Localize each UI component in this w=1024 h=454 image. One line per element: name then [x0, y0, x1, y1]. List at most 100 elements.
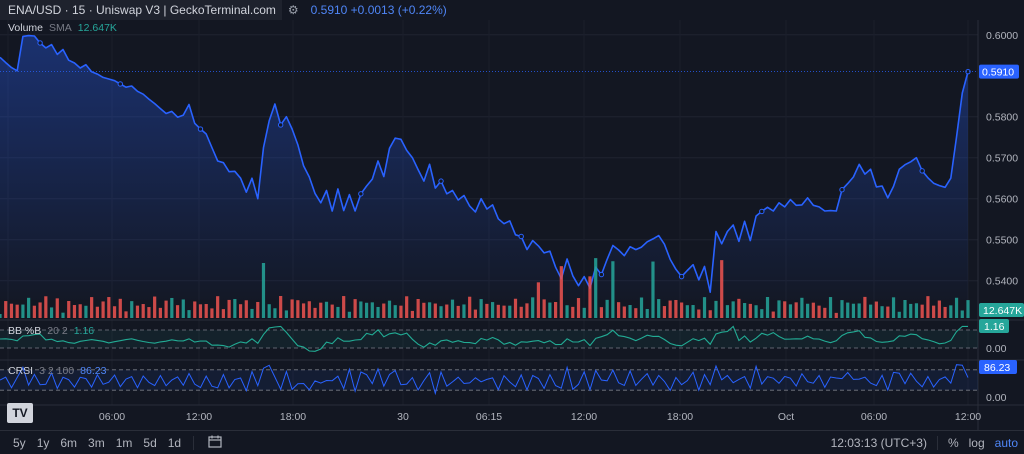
- log-toggle[interactable]: log: [968, 435, 985, 450]
- volume-bar: [571, 306, 575, 318]
- volume-bar: [720, 260, 724, 318]
- volume-bar: [107, 297, 111, 318]
- range-3m[interactable]: 3m: [88, 435, 105, 450]
- bb-tag: [979, 319, 1009, 333]
- bb-line: [0, 325, 968, 352]
- volume-bar: [359, 301, 363, 318]
- clock-readout: 12:03:13 (UTC+3): [830, 435, 927, 450]
- range-1y[interactable]: 1y: [36, 435, 50, 450]
- volume-bar: [891, 297, 896, 318]
- volume-bar: [531, 297, 535, 318]
- time-tick-label: 12:00: [571, 411, 597, 423]
- volume-bar: [594, 258, 598, 318]
- time-tick-label: 06:00: [861, 411, 887, 423]
- crsi-last-label: 86.23: [984, 362, 1010, 374]
- volume-bar: [874, 301, 878, 318]
- volume-bar: [811, 302, 815, 318]
- toolbar-divider-right: [936, 435, 938, 450]
- volume-bar: [353, 299, 357, 318]
- price-chart[interactable]: 0.6000 0.5800 0.5700 0.5600 0.5500 0.5400 0.59…: [0, 0, 1024, 430]
- volume-bar: [903, 300, 907, 318]
- volume-bar: [508, 305, 512, 318]
- volume-label: Volume: [8, 22, 44, 34]
- volume-bar: [748, 303, 752, 318]
- price-point: [919, 168, 925, 174]
- volume-bar: [101, 301, 105, 318]
- volume-bar: [553, 302, 558, 318]
- volume-bar: [399, 305, 403, 318]
- symbol-title[interactable]: ENA/USD · 15 · Uniswap V3 | GeckoTermina…: [0, 0, 282, 20]
- volume-bar: [823, 307, 827, 318]
- volume-bar: [880, 306, 884, 318]
- volume-bar: [914, 303, 919, 318]
- range-5d[interactable]: 5d: [143, 435, 157, 450]
- volume-bar: [370, 302, 374, 318]
- volume-bar: [851, 303, 856, 318]
- range-5y[interactable]: 5y: [13, 435, 26, 450]
- volume-bar: [181, 299, 185, 318]
- chart-header: ENA/USD · 15 · Uniswap V3 | GeckoTermina…: [0, 0, 447, 20]
- volume-bar: [227, 299, 231, 318]
- crsi-tag: [979, 360, 1017, 374]
- volume-bar: [55, 298, 59, 318]
- volume-bar: [828, 297, 833, 318]
- volume-bar: [765, 297, 770, 318]
- volume-bar: [170, 297, 174, 318]
- price-tick-label: 0.5500: [986, 235, 1018, 247]
- price-point: [839, 187, 845, 193]
- volume-bar: [783, 301, 787, 318]
- volume-bar: [680, 302, 684, 318]
- volume-bar: [496, 304, 500, 318]
- volume-bar: [576, 298, 581, 318]
- volume-bar: [611, 261, 615, 318]
- range-6m[interactable]: 6m: [60, 435, 78, 450]
- volume-bar: [405, 296, 409, 318]
- volume-bar: [193, 301, 197, 318]
- percent-toggle[interactable]: %: [947, 435, 959, 450]
- volume-last-label: 12.647K: [983, 305, 1022, 317]
- volume-bar: [502, 305, 506, 318]
- volume-bar: [651, 261, 655, 318]
- volume-bar: [238, 304, 243, 318]
- volume-tag: [979, 303, 1024, 317]
- volume-bar: [628, 305, 632, 318]
- price-point: [277, 122, 284, 128]
- volume-bar: [548, 302, 552, 318]
- volume-bar: [267, 304, 271, 318]
- volume-bar: [38, 302, 42, 318]
- volume-bar: [210, 308, 214, 318]
- volume-legend[interactable]: Volume SMA 12.647K: [8, 22, 117, 34]
- volume-bar: [347, 311, 351, 318]
- volume-bar: [897, 311, 901, 318]
- volume-bar: [737, 298, 741, 318]
- volume-bar: [387, 300, 392, 318]
- volume-bar: [920, 304, 924, 318]
- range-1m[interactable]: 1m: [115, 435, 133, 450]
- time-tick-label: 06:00: [99, 411, 125, 423]
- calendar-icon[interactable]: [208, 435, 222, 451]
- range-1d[interactable]: 1d: [167, 435, 182, 450]
- volume-bar: [67, 301, 71, 318]
- crsi-legend[interactable]: CRSI 3 2 100 86.23: [8, 365, 106, 377]
- volume-bar: [582, 307, 586, 318]
- volume-bar: [657, 299, 661, 318]
- price-point: [965, 68, 971, 75]
- volume-bar: [617, 302, 621, 318]
- volume-bar: [187, 310, 191, 318]
- settings-icon[interactable]: ⚙: [287, 3, 299, 17]
- time-tick-label: 12:00: [186, 411, 212, 423]
- volume-bar: [221, 309, 225, 318]
- volume-bar: [250, 308, 254, 318]
- last-price-tag: [979, 64, 1019, 79]
- volume-bar: [313, 307, 317, 318]
- volume-bar: [433, 303, 437, 318]
- volume-bar: [817, 305, 821, 318]
- auto-scale-toggle[interactable]: auto: [994, 435, 1018, 450]
- volume-bar: [731, 301, 735, 318]
- volume-bar: [605, 299, 609, 318]
- volume-bar: [513, 298, 518, 318]
- time-tick-label: 18:00: [667, 411, 693, 423]
- volume-bar: [164, 300, 168, 318]
- bb-legend[interactable]: BB %B 20 2 1.16: [8, 325, 94, 337]
- tradingview-logo[interactable]: TV: [7, 403, 33, 423]
